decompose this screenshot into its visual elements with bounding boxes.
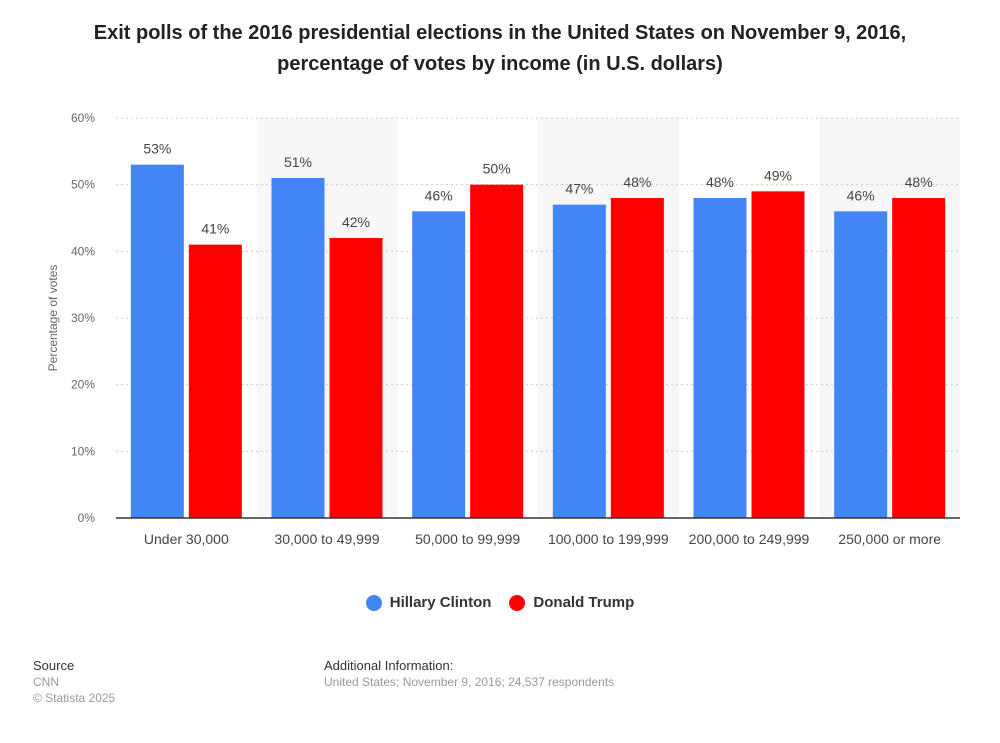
data-labels: 53% 41% 51% 42% 46% 50% 47% 48% 48% 49% 46% 48% [143,141,932,237]
chart-title-line-2: percentage of votes by income (in U.S. d… [277,53,723,75]
source-name: CNN [33,675,59,689]
additional-info-block: Additional Information: United States; N… [324,658,614,690]
bars [130,164,946,519]
bar [271,178,325,518]
source-label: Source [33,658,75,673]
info-text: United States; November 9, 2016; 24,537 … [324,675,615,689]
y-axis-ticks: 0% 10% 20% 30% 40% 50% 60% [71,111,95,525]
data-label: 48% [623,174,651,190]
legend-marker-icon [365,594,382,611]
bar [834,211,888,519]
data-label: 41% [201,221,229,237]
x-tick-label: 100,000 to 199,999 [548,531,669,547]
y-tick-label: 0% [78,511,96,525]
bar [693,198,747,518]
data-label: 48% [905,174,933,190]
x-tick-label: Under 30,000 [144,531,229,547]
y-tick-label: 60% [71,111,95,125]
y-tick-label: 50% [71,178,95,192]
source-block: Source CNN © Statista 2025 [33,658,115,706]
data-label: 46% [425,187,453,203]
bar [188,244,242,518]
copyright: © Statista 2025 [33,691,116,705]
x-axis-ticks: Under 30,000 30,000 to 49,999 50,000 to 99… [144,531,941,547]
y-tick-label: 30% [71,311,95,325]
data-label: 46% [847,187,875,203]
x-tick-label: 250,000 or more [838,531,941,547]
y-axis-label: Percentage of votes [46,265,60,372]
bar [751,191,805,519]
bar [130,164,184,518]
legend-item-clinton[interactable]: Hillary Clinton [365,594,492,611]
data-label: 51% [284,154,312,170]
bar [552,204,606,518]
info-label: Additional Information: [324,658,454,673]
x-tick-label: 30,000 to 49,999 [274,531,379,547]
y-tick-label: 40% [71,244,95,258]
legend-label: Hillary Clinton [389,594,492,611]
data-label: 42% [342,214,370,230]
bar [610,198,664,518]
data-label: 49% [764,167,792,183]
bar-chart: 0% 10% 20% 30% 40% 50% 60% 53% 41% 51% 42% 46% 50% 4… [46,111,960,547]
data-label: 48% [706,174,734,190]
bar [329,238,383,518]
legend-label: Donald Trump [533,594,635,611]
data-label: 53% [143,141,171,157]
x-tick-label: 200,000 to 249,999 [689,531,810,547]
chart-title: Exit polls of the 2016 presidential elec… [0,18,1000,80]
legend: Hillary Clinton Donald Trump [0,594,1000,611]
legend-item-trump[interactable]: Donald Trump [509,594,634,611]
bar [412,211,466,519]
x-tick-label: 50,000 to 99,999 [415,531,520,547]
grid-lines [116,117,960,452]
data-label: 47% [565,181,593,197]
y-tick-label: 10% [71,444,95,458]
legend-marker-icon [509,594,526,611]
bar [892,198,946,518]
y-tick-label: 20% [71,378,95,392]
bar [470,184,524,518]
data-label: 50% [483,161,511,177]
chart-title-line-1: Exit polls of the 2016 presidential elec… [93,22,907,44]
